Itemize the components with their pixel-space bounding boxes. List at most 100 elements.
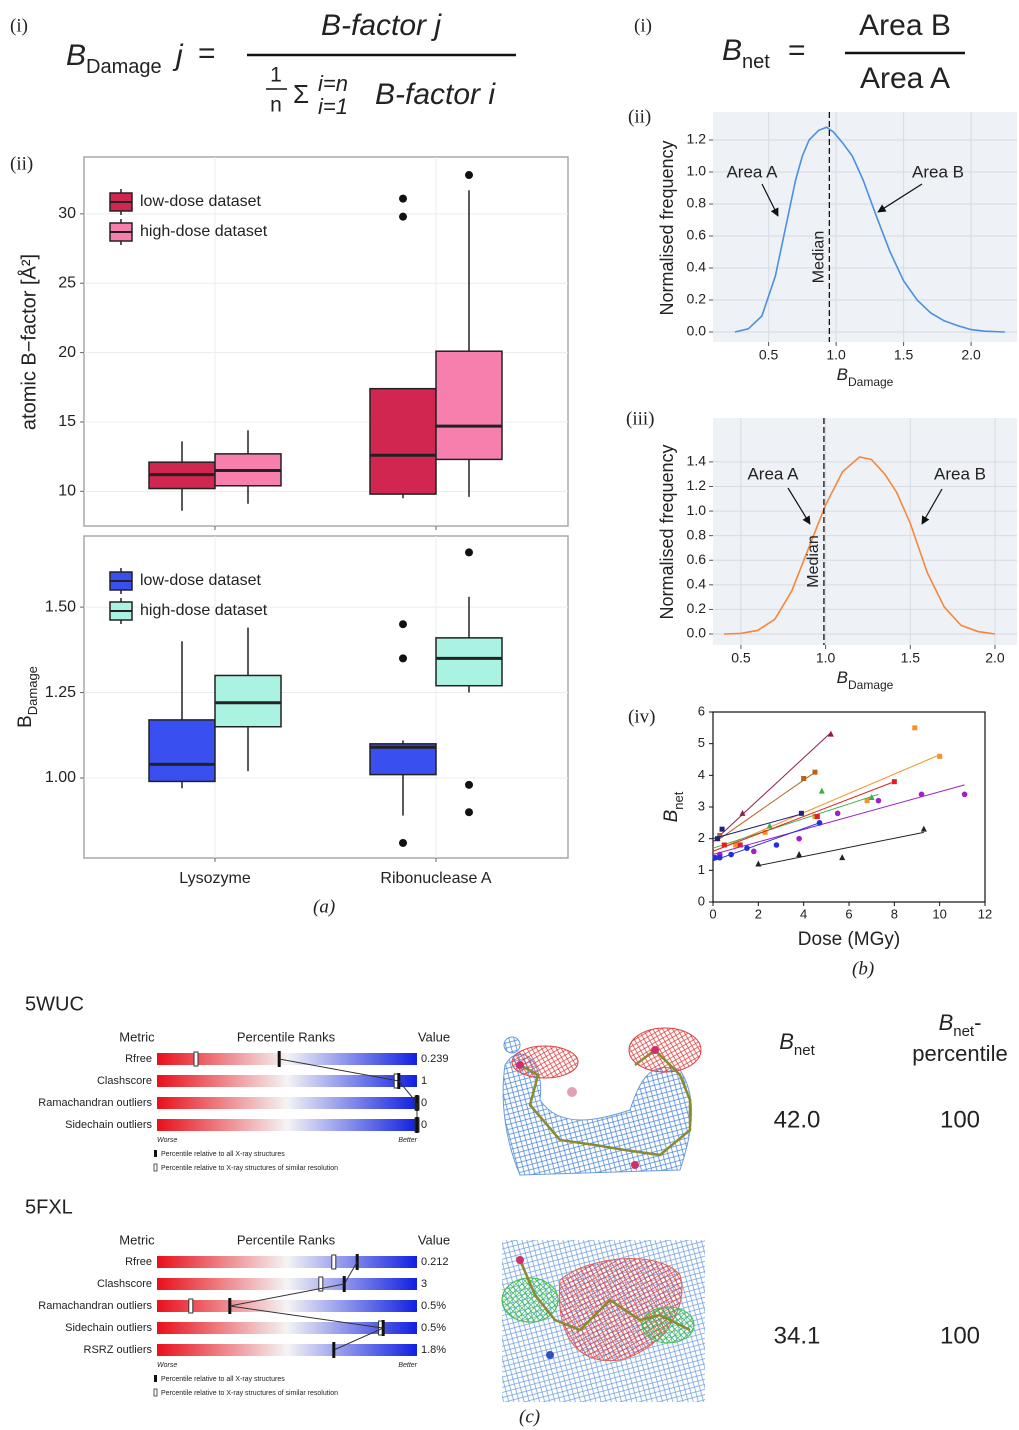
legend-label: high-dose dataset xyxy=(140,223,268,240)
x-tick-label: 1.0 xyxy=(816,650,836,666)
panel-label: (a) xyxy=(313,896,335,917)
outlier xyxy=(399,195,407,203)
legend-label: low-dose dataset xyxy=(140,572,262,589)
x-tick-label: 6 xyxy=(845,906,852,921)
point xyxy=(744,845,750,851)
scale-worse: Worse xyxy=(157,1362,177,1369)
equation-one: 1 xyxy=(270,64,282,87)
metric-label: Ramachandran outliers xyxy=(38,1300,152,1312)
x-tick-label: 1.5 xyxy=(894,347,914,363)
annotation: Area A xyxy=(747,464,799,483)
y-tick-label: 0 xyxy=(698,893,705,908)
y-tick-label: 0.2 xyxy=(687,600,707,616)
text-part: Damage xyxy=(86,56,162,78)
point xyxy=(751,849,757,855)
median-label: Median xyxy=(805,535,822,587)
key-all-label: Percentile relative to all X-ray structu… xyxy=(161,1376,285,1383)
legend-label: low-dose dataset xyxy=(140,193,262,210)
plot-frame xyxy=(713,712,985,902)
metric-label: Sidechain outliers xyxy=(65,1119,152,1131)
metric-label: Ramachandran outliers xyxy=(38,1097,152,1109)
y-tick-label: 1 xyxy=(698,862,705,877)
page: (i)(ii)(i)(ii)(iii)(iv)(a)(b)(c)BDamagej… xyxy=(0,0,1019,1430)
percentile-bar xyxy=(157,1278,417,1290)
y-tick-label: 1.2 xyxy=(687,477,707,493)
table-header: percentile xyxy=(912,1041,1007,1066)
annotation: Area A xyxy=(726,162,778,181)
y-axis-label: Normalised frequency xyxy=(657,444,677,619)
x-tick-label: 0.5 xyxy=(731,650,751,666)
bnet-percentile: 100 xyxy=(940,1106,980,1133)
y-tick-label: 6 xyxy=(698,703,705,718)
metric-label: Rfree xyxy=(125,1053,152,1065)
point xyxy=(919,792,925,798)
outlier xyxy=(465,171,473,179)
x-tick-label: 0.5 xyxy=(759,347,779,363)
all-marker xyxy=(416,1117,419,1133)
metric-value: 0 xyxy=(421,1097,427,1109)
y-axis-label: Bnet xyxy=(661,791,686,822)
key-similar-label: Percentile relative to X-ray structures … xyxy=(161,1165,338,1172)
text-part: Damage xyxy=(848,375,894,389)
column-header: Value xyxy=(418,1029,450,1044)
text-part: net xyxy=(671,791,686,809)
metric-value: 0.5% xyxy=(421,1300,446,1312)
bnet-percentile: 100 xyxy=(940,1322,980,1349)
percentile-bar xyxy=(157,1097,417,1109)
column-header: Value xyxy=(418,1232,450,1247)
text-part: net xyxy=(742,51,770,73)
similar-marker xyxy=(189,1299,193,1313)
panel-label: (iv) xyxy=(628,706,655,727)
box xyxy=(215,675,281,726)
point xyxy=(962,792,968,798)
metric-value: 3 xyxy=(421,1278,427,1290)
y-tick-label: 0.0 xyxy=(687,625,707,641)
point xyxy=(813,770,818,775)
outlier xyxy=(399,620,407,628)
column-header: Metric xyxy=(119,1029,155,1044)
y-tick-label: 15 xyxy=(58,413,76,430)
metric-value: 0.5% xyxy=(421,1322,446,1334)
similar-marker xyxy=(194,1052,198,1066)
text-part: net xyxy=(794,1042,816,1059)
density-map-5wuc xyxy=(503,1028,701,1175)
text-part: B xyxy=(15,715,36,728)
metric-label: RSRZ outliers xyxy=(84,1344,153,1356)
y-tick-label: 1.0 xyxy=(687,163,707,179)
key-similar xyxy=(154,1164,157,1171)
point xyxy=(722,843,727,848)
column-header: Metric xyxy=(119,1232,155,1247)
x-tick-label: 1.0 xyxy=(826,347,846,363)
percentile-bar xyxy=(157,1256,417,1268)
key-similar xyxy=(154,1389,157,1396)
point xyxy=(801,776,806,781)
point xyxy=(912,725,917,730)
y-tick-label: 10 xyxy=(58,483,76,500)
equation-index: j xyxy=(172,39,184,72)
panel-label: (b) xyxy=(852,958,874,979)
outlier xyxy=(399,213,407,221)
point xyxy=(835,811,841,817)
percentile-bar xyxy=(157,1119,417,1131)
box xyxy=(436,638,502,686)
y-axis-label: BDamage xyxy=(15,666,40,728)
point xyxy=(774,842,780,848)
text-part: B xyxy=(837,365,848,384)
point xyxy=(720,827,725,832)
equation-denominator: Area A xyxy=(860,62,950,95)
point xyxy=(717,855,723,861)
bnet-value: 34.1 xyxy=(774,1322,821,1349)
panel-label: (i) xyxy=(10,15,28,36)
scale-better: Better xyxy=(398,1362,417,1369)
equation-equals: = xyxy=(788,34,806,67)
x-tick-label: Ribonuclease A xyxy=(380,870,492,887)
scale-worse: Worse xyxy=(157,1137,177,1144)
metric-value: 0 xyxy=(421,1119,427,1131)
text-part: B xyxy=(939,1010,954,1035)
y-tick-label: 3 xyxy=(698,798,705,813)
panel-label: (i) xyxy=(634,15,652,36)
bnet-value: 42.0 xyxy=(774,1106,821,1133)
y-tick-label: 0.4 xyxy=(687,576,707,592)
outlier xyxy=(399,839,407,847)
x-tick-label: 1.5 xyxy=(901,650,921,666)
